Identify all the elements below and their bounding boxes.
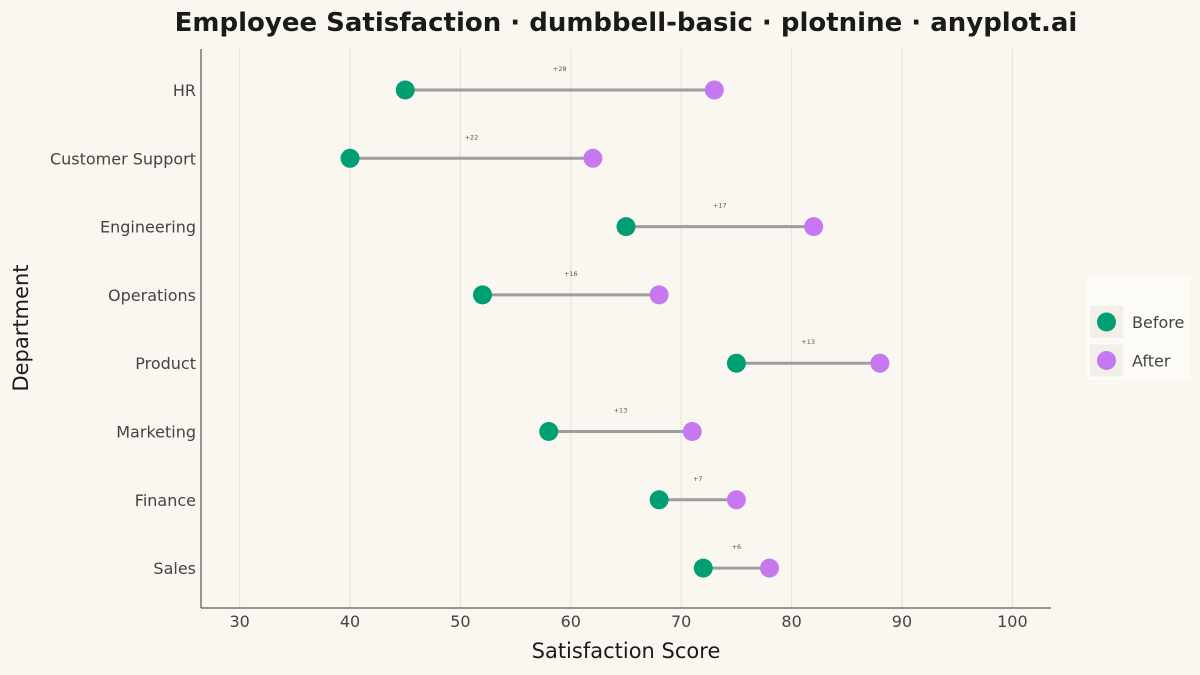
after-point (726, 490, 746, 510)
axes: 30 40 50 60 70 80 90 100 HR Customer Support Engin… (50, 49, 1051, 631)
y-tick-label: Marketing (116, 423, 196, 442)
legend-label-before: Before (1132, 313, 1184, 332)
before-point (693, 558, 713, 578)
difference-label: +28 (553, 65, 567, 73)
before-point (472, 285, 492, 305)
after-point (704, 80, 724, 100)
x-tick-label: 50 (450, 612, 470, 631)
after-point (760, 558, 780, 578)
x-tick-label: 70 (671, 612, 691, 631)
before-point (726, 353, 746, 373)
legend-label-after: After (1132, 352, 1171, 371)
y-tick-label: Product (135, 354, 196, 373)
x-tick-label: 60 (561, 612, 581, 631)
x-tick-label: 100 (997, 612, 1028, 631)
difference-label: +17 (713, 202, 727, 210)
x-tick-label: 90 (892, 612, 912, 631)
before-point (340, 148, 360, 168)
legend: Before After (1086, 276, 1190, 380)
legend-marker-before (1097, 312, 1116, 332)
chart-title: Employee Satisfaction · dumbbell-basic ·… (175, 8, 1078, 38)
y-tick-label: Engineering (100, 218, 196, 237)
before-point (649, 490, 669, 510)
difference-label: +13 (801, 338, 815, 346)
y-tick-label: Customer Support (50, 149, 196, 168)
y-tick-label: Sales (153, 559, 196, 578)
after-point (804, 217, 824, 237)
y-tick-label: HR (173, 81, 196, 100)
after-point (870, 353, 890, 373)
before-point (395, 80, 415, 100)
marks: +28 +22 +17 +16 +13 +13 +7 +6 (340, 65, 890, 578)
grid (239, 49, 1013, 608)
before-point (616, 217, 636, 237)
legend-marker-after (1097, 351, 1116, 370)
before-point (539, 422, 559, 441)
x-tick-label: 30 (229, 612, 249, 631)
y-tick-label: Operations (108, 286, 196, 305)
x-tick-label: 40 (340, 612, 360, 631)
difference-label: +16 (564, 270, 578, 278)
x-axis-title: Satisfaction Score (532, 639, 721, 663)
y-axis-title: Department (9, 264, 33, 391)
difference-label: +6 (732, 543, 742, 551)
after-point (649, 285, 669, 305)
difference-label: +7 (693, 475, 703, 483)
after-point (583, 148, 603, 168)
x-tick-label: 80 (781, 612, 801, 631)
difference-label: +22 (465, 133, 479, 141)
after-point (682, 422, 702, 441)
difference-label: +13 (614, 407, 628, 415)
y-tick-label: Finance (135, 491, 196, 510)
